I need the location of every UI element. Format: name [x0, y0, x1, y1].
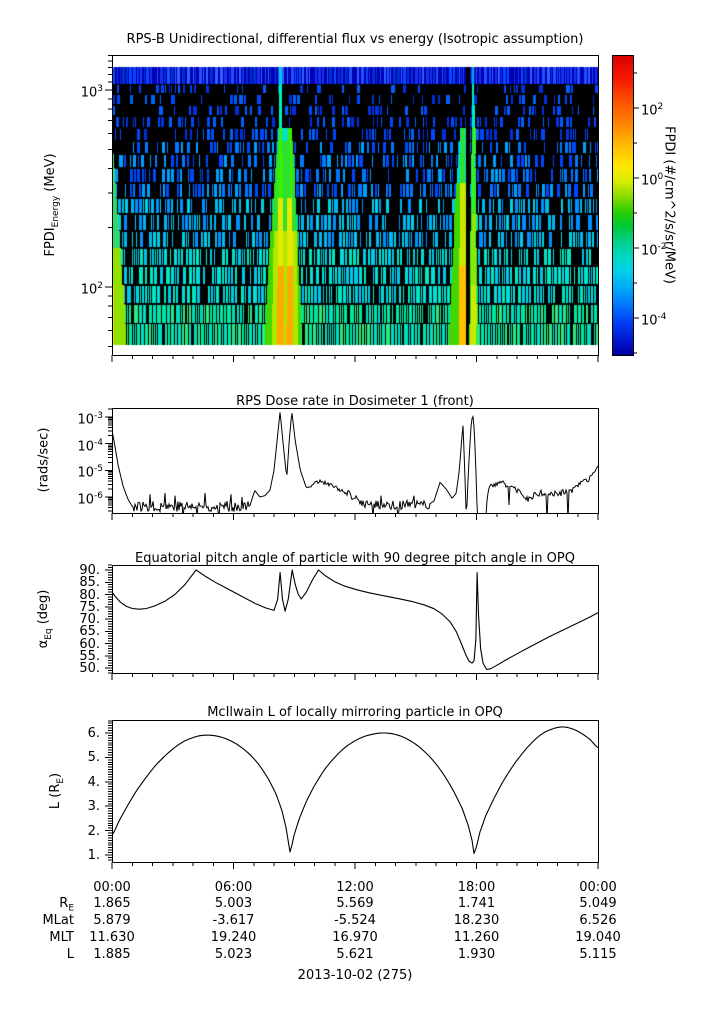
y-tick-label: 3. [87, 799, 100, 815]
table-value: 11.630 [89, 930, 135, 945]
y-tick-label: 50. [79, 661, 100, 676]
colorbar-tick-label: 10-4 [641, 311, 667, 329]
dose-rate-title: RPS Dose rate in Dosimeter 1 (front) [236, 394, 474, 409]
y-tick-label: 6. [87, 726, 100, 741]
table-value: 19.040 [575, 930, 621, 945]
x-tick-label: 12:00 [336, 880, 374, 895]
table-value: 18.230 [453, 913, 500, 928]
table-value: 1.865 [93, 896, 131, 911]
spectrogram-title: RPS-B Unidirectional, differential flux … [126, 32, 584, 47]
y-tick-label: 65. [79, 624, 100, 640]
table-value: 5.879 [93, 913, 131, 928]
y-tick-label: 10-6 [77, 491, 103, 508]
table-value: 5.115 [579, 947, 617, 962]
x-tick-label: 00:00 [579, 880, 617, 895]
y-tick-label: 10-5 [77, 464, 103, 481]
colorbar-tick-label: 10-2 [641, 241, 667, 259]
pitch-angle-title: Equatorial pitch angle of particle with … [135, 551, 575, 566]
colorbar-label: FPDI (#/cm^2/s/sr/MeV) [661, 126, 677, 284]
y-tick-label: 55. [79, 648, 100, 664]
table-value: 1.741 [457, 896, 496, 911]
table-value: 5.003 [214, 896, 253, 911]
y-tick-label: 1. [87, 848, 100, 863]
table-value: 6.526 [579, 913, 617, 928]
ylabel-text: FPDI [43, 227, 59, 257]
ylabel-unit: (MeV) [43, 153, 59, 196]
table-value: 5.569 [336, 896, 374, 911]
y-tick-label: 2. [87, 823, 100, 839]
table-row-label: RE [59, 896, 74, 914]
spectrogram-heatmap [112, 55, 598, 355]
y-tick-label: 103 [80, 84, 103, 101]
table-value: 1.885 [93, 947, 131, 962]
y-tick-label: 10-4 [77, 437, 103, 454]
table-row-label: L [66, 947, 74, 962]
y-tick-label: 60. [79, 636, 100, 652]
table-value: 5.049 [579, 896, 617, 911]
spectrogram-y-axis-label: FPDIEnergy (MeV) [43, 153, 61, 256]
table-value: -5.524 [334, 913, 376, 928]
y-tick-label: 90. [79, 563, 100, 578]
table-value: 19.240 [210, 930, 257, 945]
table-value: 5.023 [214, 947, 253, 962]
x-tick-label: 00:00 [93, 880, 131, 895]
y-tick-label: 70. [79, 612, 100, 627]
table-row-label: MLat [42, 913, 74, 928]
y-tick-label: 85. [79, 575, 100, 591]
y-tick-label: 102 [80, 281, 103, 298]
x-tick-label: 06:00 [214, 880, 253, 895]
y-tick-label: 10-3 [77, 411, 103, 428]
mcilwain-l-title: McIlwain L of locally mirroring particle… [207, 705, 503, 720]
ylabel-subscript: Energy [50, 195, 61, 228]
table-value: 11.260 [453, 930, 500, 945]
colorbar-tick-label: 102 [641, 101, 664, 119]
y-tick-label: 4. [87, 774, 100, 790]
table-value: 5.621 [336, 947, 374, 962]
table-value: 1.930 [457, 947, 496, 962]
y-tick-label: 75. [79, 599, 100, 615]
y-tick-label: 80. [79, 587, 100, 603]
colorbar-tick-label: 100 [641, 171, 664, 189]
x-tick-label: 18:00 [457, 880, 496, 895]
table-value: 16.970 [332, 930, 378, 945]
table-value: -3.617 [212, 913, 255, 928]
date-label: 2013-10-02 (275) [297, 968, 413, 983]
y-tick-label: 5. [87, 750, 100, 766]
table-row-label: MLT [49, 930, 74, 945]
